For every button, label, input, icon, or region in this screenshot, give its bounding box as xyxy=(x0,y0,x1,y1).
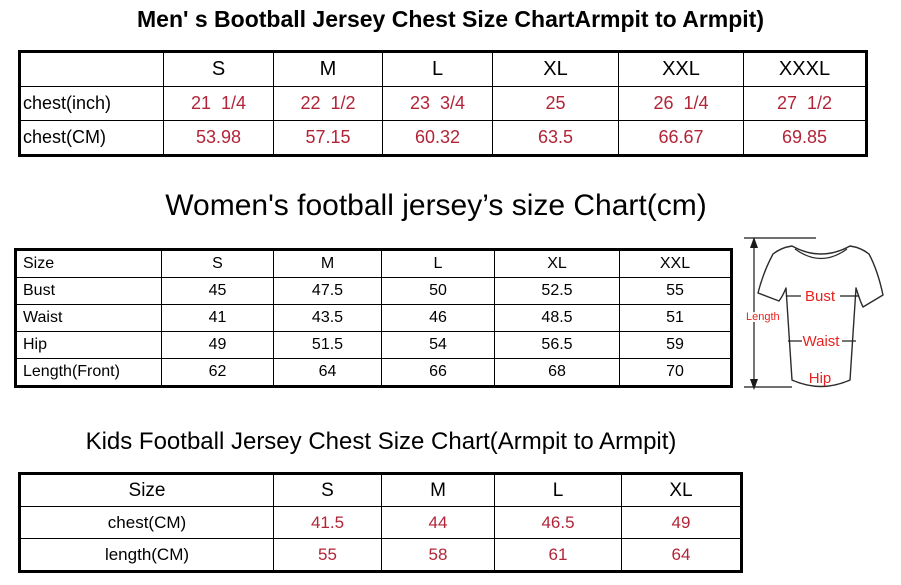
value-cell: 55 xyxy=(619,277,732,305)
length-arrow-head-top xyxy=(750,237,758,248)
data-row: Length(Front) 62 64 66 68 70 xyxy=(15,358,732,387)
corner-header-cell xyxy=(19,51,164,87)
data-row: Hip 49 51.5 54 56.5 59 xyxy=(15,331,732,359)
kids-size-table: Size S M L XL chest(CM) 41.5 44 46.5 49 length(CM)… xyxy=(18,472,743,573)
value-cell: 52.5 xyxy=(494,277,620,305)
tshirt-outline xyxy=(757,245,884,388)
row-label-cell: Hip xyxy=(15,331,162,359)
value-cell: 45 xyxy=(161,277,274,305)
data-row: chest(inch) 21 1/4 22 1/2 23 3/4 25 26 1/4 27 … xyxy=(19,86,867,121)
length-label: Length xyxy=(746,311,780,323)
women-chart-title: Women's football jersey’s size Chart(cm) xyxy=(165,189,707,222)
value-cell: 22 1/2 xyxy=(273,86,383,121)
collar-inner-line xyxy=(794,248,848,260)
value-cell: 51 xyxy=(619,304,732,332)
header-row: S M L XL XXL XXXL xyxy=(19,51,867,87)
row-label-cell: chest(inch) xyxy=(19,86,164,121)
size-header-cell: M xyxy=(381,473,495,507)
size-header-cell: L xyxy=(381,249,495,278)
size-header-cell: XXL xyxy=(619,249,732,278)
value-cell: 68 xyxy=(494,358,620,387)
value-cell: 66.67 xyxy=(618,120,744,156)
corner-header-cell: Size xyxy=(19,473,274,507)
value-cell: 64 xyxy=(273,358,382,387)
row-label-cell: Length(Front) xyxy=(15,358,162,387)
data-row: chest(CM) 41.5 44 46.5 49 xyxy=(19,506,742,539)
value-cell: 43.5 xyxy=(273,304,382,332)
row-label-cell: Bust xyxy=(15,277,162,305)
value-cell: 49 xyxy=(621,506,742,539)
length-arrow-head-bottom xyxy=(750,379,758,390)
value-cell: 62 xyxy=(161,358,274,387)
size-header-cell: M xyxy=(273,249,382,278)
size-header-cell: XXXL xyxy=(743,51,867,87)
value-cell: 41.5 xyxy=(273,506,382,539)
value-cell: 69.85 xyxy=(743,120,867,156)
value-cell: 54 xyxy=(381,331,495,359)
row-label-cell: Waist xyxy=(15,304,162,332)
value-cell: 55 xyxy=(273,538,382,572)
size-header-cell: M xyxy=(273,51,383,87)
data-row: Bust 45 47.5 50 52.5 55 xyxy=(15,277,732,305)
value-cell: 23 3/4 xyxy=(382,86,493,121)
value-cell: 53.98 xyxy=(163,120,274,156)
size-header-cell: XL xyxy=(621,473,742,507)
value-cell: 46 xyxy=(381,304,495,332)
row-label-cell: chest(CM) xyxy=(19,120,164,156)
row-label-cell: length(CM) xyxy=(19,538,274,572)
value-cell: 59 xyxy=(619,331,732,359)
header-row: Size S M L XL XXL xyxy=(15,249,732,278)
value-cell: 60.32 xyxy=(382,120,493,156)
value-cell: 47.5 xyxy=(273,277,382,305)
size-header-cell: XL xyxy=(492,51,619,87)
size-header-cell: S xyxy=(161,249,274,278)
women-size-table: Size S M L XL XXL Bust 45 47.5 50 52.5 55 Waist 41 43.… xyxy=(14,248,733,388)
value-cell: 27 1/2 xyxy=(743,86,867,121)
bust-label: Bust xyxy=(805,288,836,305)
tshirt-measurement-diagram: Length Bust Waist Hip xyxy=(744,237,884,390)
data-row: Waist 41 43.5 46 48.5 51 xyxy=(15,304,732,332)
size-header-cell: XL xyxy=(494,249,620,278)
value-cell: 64 xyxy=(621,538,742,572)
value-cell: 48.5 xyxy=(494,304,620,332)
value-cell: 26 1/4 xyxy=(618,86,744,121)
size-header-cell: L xyxy=(382,51,493,87)
value-cell: 21 1/4 xyxy=(163,86,274,121)
value-cell: 61 xyxy=(494,538,622,572)
value-cell: 70 xyxy=(619,358,732,387)
size-header-cell: S xyxy=(163,51,274,87)
value-cell: 50 xyxy=(381,277,495,305)
value-cell: 66 xyxy=(381,358,495,387)
size-header-cell: XXL xyxy=(618,51,744,87)
header-row: Size S M L XL xyxy=(19,473,742,507)
value-cell: 56.5 xyxy=(494,331,620,359)
value-cell: 51.5 xyxy=(273,331,382,359)
value-cell: 46.5 xyxy=(494,506,622,539)
kids-chart-title: Kids Football Jersey Chest Size Chart(Ar… xyxy=(85,428,677,455)
row-label-cell: chest(CM) xyxy=(19,506,274,539)
value-cell: 63.5 xyxy=(492,120,619,156)
data-row: length(CM) 55 58 61 64 xyxy=(19,538,742,572)
hip-label: Hip xyxy=(809,370,832,387)
value-cell: 57.15 xyxy=(273,120,383,156)
men-chart-title: Men' s Bootball Jersey Chest Size ChartA… xyxy=(137,6,764,32)
waist-label: Waist xyxy=(803,333,841,350)
value-cell: 25 xyxy=(492,86,619,121)
value-cell: 58 xyxy=(381,538,495,572)
size-header-cell: L xyxy=(494,473,622,507)
size-header-cell: S xyxy=(273,473,382,507)
corner-header-cell: Size xyxy=(15,249,162,278)
data-row: chest(CM) 53.98 57.15 60.32 63.5 66.67 69.85 xyxy=(19,120,867,156)
value-cell: 41 xyxy=(161,304,274,332)
value-cell: 44 xyxy=(381,506,495,539)
men-size-table: S M L XL XXL XXXL chest(inch) 21 1/4 22 1/2 23 3/… xyxy=(18,50,868,157)
value-cell: 49 xyxy=(161,331,274,359)
